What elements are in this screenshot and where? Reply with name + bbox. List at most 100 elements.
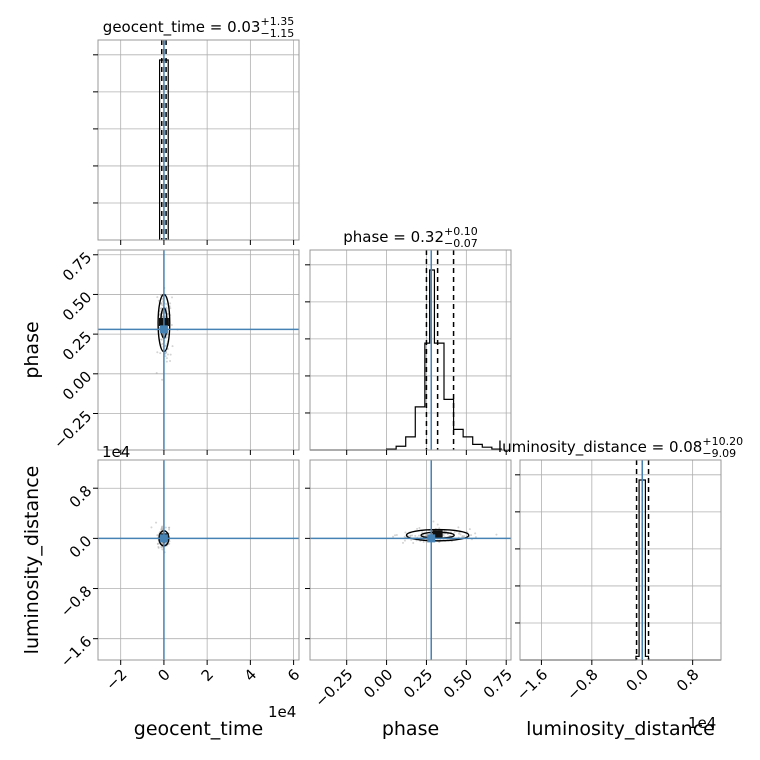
truth-marker [427, 534, 436, 543]
sample-point [394, 534, 397, 537]
x-tick-label: −1.6 [513, 666, 551, 704]
x-tick-label: −2 [102, 666, 130, 694]
sample-point [160, 307, 163, 310]
sample-point [160, 527, 163, 530]
title-geocent_time: geocent_time = 0.03+1.35 [103, 15, 294, 37]
sample-point [160, 338, 163, 341]
sample-point [164, 355, 167, 358]
panel-geocent_time-vs-phase: −0.25 0.000.25 0.50 0.75 [50, 248, 300, 455]
sample-point [169, 302, 172, 305]
y-tick-label: 0.50 [59, 288, 95, 324]
panel-background [98, 40, 299, 240]
sample-point [157, 299, 160, 302]
sample-point [421, 531, 424, 534]
y-tick-label: 0.8 [66, 482, 96, 512]
sample-point [155, 371, 158, 374]
sample-point [168, 542, 171, 545]
panel-geocent_time-vs-luminosity_distance: −2 0 2 4 6 −1.6 −0.8 0.0 0.8 [57, 459, 303, 694]
sample-point [165, 303, 168, 306]
sample-point [409, 535, 412, 538]
density-peak [432, 530, 443, 539]
x-tick-label: −0.25 [311, 666, 356, 711]
sample-point [155, 521, 158, 524]
sample-point [417, 534, 420, 537]
y-tick-label: 0.0 [66, 532, 96, 562]
sample-point [161, 548, 164, 551]
sample-point [395, 534, 398, 537]
sample-point [436, 523, 439, 526]
sample-point [169, 360, 172, 363]
panel-frame [97, 39, 300, 241]
sample-point [404, 531, 407, 534]
sample-point [401, 541, 404, 544]
title-main: geocent_time = 0.03 [103, 18, 261, 37]
sample-point [170, 323, 173, 326]
title-upper: +1.35 [260, 15, 294, 28]
x-tick-label: 0 [154, 666, 173, 685]
x-tick-label: 4 [241, 666, 260, 685]
sample-point [168, 526, 171, 529]
x-tick-label: 0.00 [360, 666, 396, 702]
sample-point [411, 534, 414, 537]
panel-frame [97, 249, 300, 451]
sample-point [160, 546, 163, 549]
sample-point [470, 534, 473, 537]
title-lower-geocent_time: −1.15 [260, 27, 294, 40]
sample-point [442, 534, 445, 537]
sample-point [432, 520, 435, 523]
panel-background [310, 250, 511, 450]
title-upper: +0.10 [444, 225, 478, 238]
sample-point [156, 351, 159, 354]
panel-geocent_time-vs-geocent_time [93, 39, 300, 245]
sample-point [412, 542, 415, 545]
sample-point [161, 342, 164, 345]
sample-point [169, 307, 172, 310]
x-tick-label: 6 [284, 666, 303, 685]
sample-point [166, 312, 169, 315]
y-offset-multiplier-luminosity_distance: 1e4 [102, 443, 130, 461]
panel-background [520, 460, 721, 660]
x-offset-multiplier-geocent_time: 1e4 [268, 703, 296, 721]
x-tick-label: 2 [198, 666, 217, 685]
y-tick-label: 0.75 [59, 248, 95, 284]
sample-point [161, 378, 164, 381]
panel-frame [97, 459, 300, 661]
sample-point [161, 525, 164, 528]
sample-point [165, 306, 168, 309]
sample-point [156, 542, 159, 545]
panel-luminosity_distance-vs-luminosity_distance: −1.6 −0.8 0.0 0.8 [513, 459, 722, 704]
sample-point [165, 357, 168, 360]
truth-marker [159, 534, 168, 543]
panel-frame [309, 249, 512, 451]
sample-point [459, 533, 462, 536]
y-tick-label: −1.6 [57, 632, 95, 670]
x-axis-label-luminosity_distance: luminosity_distance [526, 718, 715, 740]
panel-frame [309, 459, 512, 661]
title-lower-luminosity_distance: −9.09 [702, 447, 736, 460]
contour-outer [405, 528, 470, 542]
sample-point [166, 353, 169, 356]
sample-point [159, 352, 162, 355]
sample-point [156, 534, 159, 537]
y-tick-label: 0.00 [59, 367, 95, 403]
y-axis-label-luminosity_distance: luminosity_distance [21, 466, 43, 655]
sample-point [438, 527, 441, 530]
sample-point [474, 536, 477, 539]
panel-frame [519, 459, 722, 661]
sample-point [157, 545, 160, 548]
sample-point [457, 526, 460, 529]
x-tick-label: 0.50 [440, 666, 476, 702]
sample-point [161, 297, 164, 300]
x-tick-label: 0.0 [623, 666, 653, 696]
sample-point [403, 539, 406, 542]
sample-point [168, 528, 171, 531]
x-offset-multiplier-luminosity_distance: 1e4 [688, 714, 716, 732]
x-axis-label-phase: phase [382, 718, 439, 740]
sample-point [495, 533, 498, 536]
sample-point [165, 336, 168, 339]
x-tick-label: 0.75 [480, 666, 516, 702]
sample-point [156, 296, 159, 299]
title-luminosity_distance: luminosity_distance = 0.08+10.20 [498, 435, 743, 457]
y-tick-label: −0.8 [57, 582, 95, 620]
sample-point [414, 534, 417, 537]
